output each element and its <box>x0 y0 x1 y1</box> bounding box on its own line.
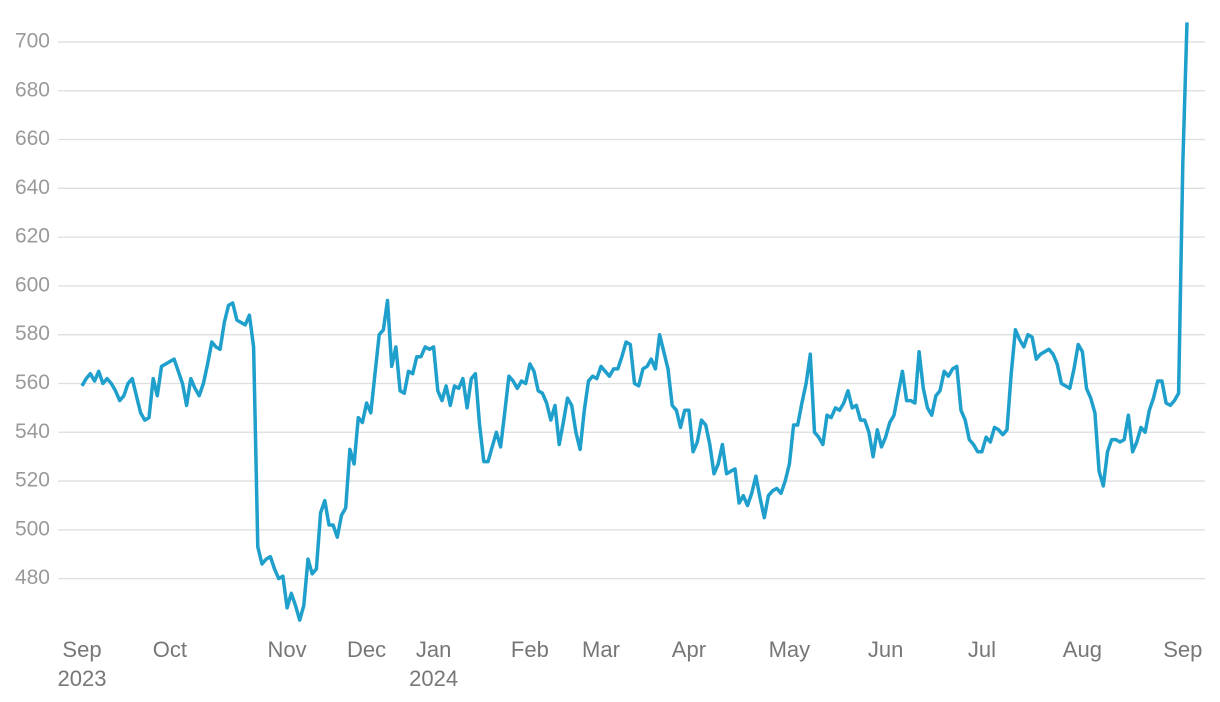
y-tick-label: 660 <box>15 127 50 150</box>
y-tick-label: 600 <box>15 273 50 296</box>
x-tick-label: Oct <box>152 637 188 662</box>
x-tick-label: Dec <box>347 637 387 662</box>
y-tick-label: 640 <box>15 176 50 199</box>
y-tick-label: 680 <box>15 78 50 101</box>
x-tick-label: Jun <box>867 637 904 662</box>
y-tick-label: 560 <box>15 371 50 394</box>
x-tick-label: Jul <box>967 637 996 662</box>
x-tick-label: May <box>768 637 811 662</box>
y-tick-label: 580 <box>15 322 50 345</box>
x-tick-label: Sep 2023 <box>57 637 107 691</box>
y-tick-label: 500 <box>15 517 50 540</box>
x-tick-label: Nov <box>267 637 307 662</box>
x-tick-label: Feb <box>510 637 549 662</box>
y-tick-label: 480 <box>15 566 50 589</box>
y-tick-label: 520 <box>15 469 50 492</box>
y-tick-label: 700 <box>15 30 50 53</box>
line <box>80 22 1189 622</box>
x-tick-label: Aug <box>1062 637 1102 662</box>
x-tick-label: Sep <box>1163 637 1203 662</box>
x-tick-label: Apr <box>671 637 707 662</box>
y-tick-label: 620 <box>15 225 50 248</box>
x-tick-label: Mar <box>582 637 620 662</box>
y-tick-label: 540 <box>15 420 50 443</box>
x-tick-label: Jan 2024 <box>409 637 459 691</box>
